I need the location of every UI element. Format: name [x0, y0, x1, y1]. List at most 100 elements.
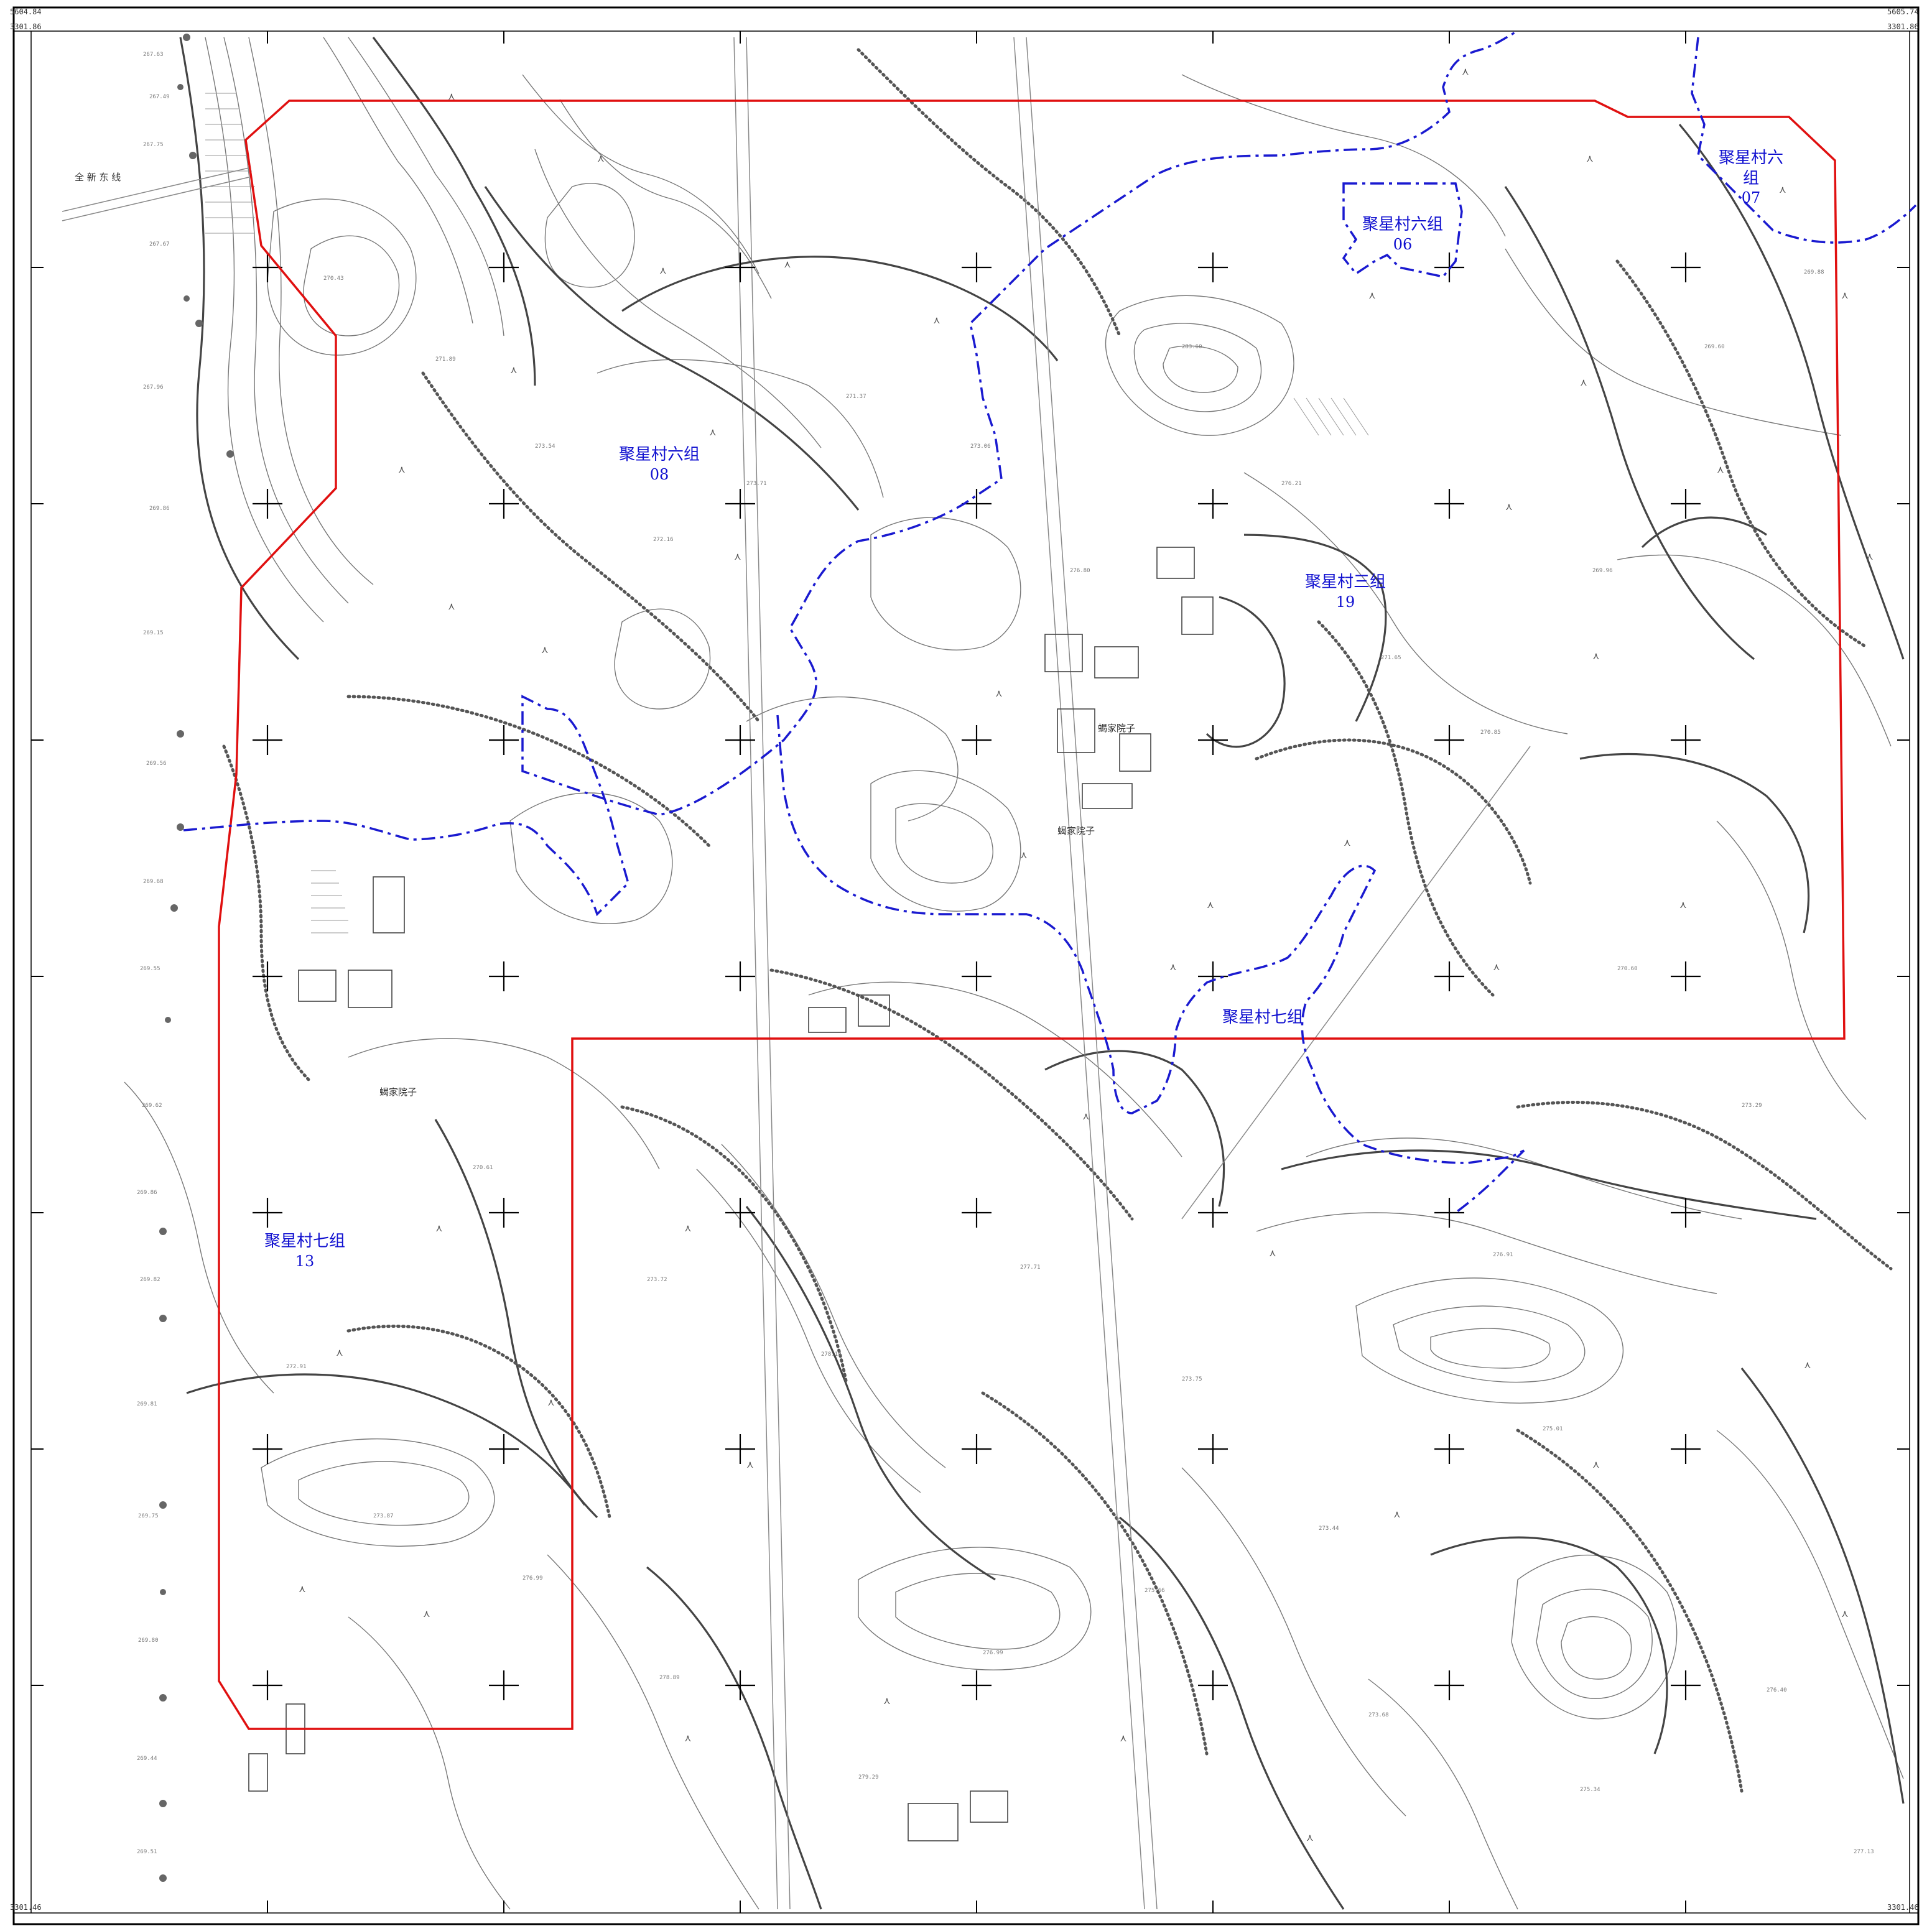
- svg-text:267.75: 267.75: [143, 142, 164, 148]
- region-code: 07: [1741, 189, 1761, 206]
- region-label: 聚星村六组 06: [1362, 215, 1443, 254]
- svg-text:⋏: ⋏: [1306, 1831, 1314, 1843]
- region-code: 08: [649, 465, 669, 483]
- svg-text:⋏: ⋏: [1841, 1608, 1849, 1619]
- svg-text:⋏: ⋏: [1679, 899, 1687, 910]
- svg-text:276.80: 276.80: [1070, 568, 1090, 574]
- svg-text:269.86: 269.86: [149, 506, 170, 512]
- svg-text:270.85: 270.85: [1480, 729, 1501, 736]
- svg-text:⋏: ⋏: [995, 687, 1003, 699]
- svg-text:⋏: ⋏: [336, 1346, 343, 1358]
- escarpment-lines: [222, 48, 1893, 1793]
- svg-text:278.89: 278.89: [659, 1675, 680, 1681]
- index-contour-lines: [179, 37, 1905, 1910]
- svg-text:⋏: ⋏: [659, 264, 667, 276]
- svg-text:⋏: ⋏: [1493, 961, 1500, 973]
- slope-hatching: [205, 93, 1369, 933]
- corner-top-right-x: 5605.74: [1887, 7, 1919, 16]
- svg-text:273.44: 273.44: [1319, 1526, 1339, 1532]
- svg-text:267.63: 267.63: [143, 52, 164, 58]
- svg-text:⋏: ⋏: [1368, 289, 1376, 301]
- svg-text:271.65: 271.65: [1381, 655, 1401, 661]
- svg-text:273.72: 273.72: [647, 1277, 667, 1283]
- svg-text:⋏: ⋏: [1082, 1110, 1090, 1122]
- region-code: 19: [1335, 593, 1355, 611]
- svg-text:273.75: 273.75: [1182, 1376, 1202, 1382]
- svg-text:269.60: 269.60: [1704, 344, 1725, 350]
- svg-text:⋏: ⋏: [684, 1732, 692, 1744]
- svg-text:278.19: 278.19: [821, 1351, 842, 1358]
- svg-text:⋏: ⋏: [1020, 849, 1028, 861]
- grid-crosses: [253, 252, 1701, 1700]
- svg-text:269.81: 269.81: [137, 1401, 157, 1407]
- svg-text:276.99: 276.99: [522, 1575, 543, 1581]
- svg-text:⋏: ⋏: [1120, 1732, 1127, 1744]
- svg-text:⋏: ⋏: [709, 426, 717, 438]
- svg-text:⋏: ⋏: [299, 1583, 306, 1595]
- svg-text:⋏: ⋏: [746, 1458, 754, 1470]
- svg-text:⋏: ⋏: [1779, 183, 1786, 195]
- spot-height-labels: 267.63 267.49 267.75 267.67 267.96 269.86 26…: [137, 52, 1874, 1855]
- svg-text:⋏: ⋏: [1586, 152, 1594, 164]
- svg-text:275.66: 275.66: [1145, 1588, 1165, 1594]
- svg-text:270.43: 270.43: [323, 276, 344, 282]
- corner-top-left-y: 3301.86: [10, 22, 42, 31]
- svg-text:269.75: 269.75: [138, 1513, 159, 1519]
- svg-text:⋏: ⋏: [1344, 836, 1351, 848]
- region-name: 聚星村六组: [1718, 149, 1783, 188]
- svg-text:⋏: ⋏: [1462, 65, 1469, 77]
- svg-text:273.29: 273.29: [1742, 1103, 1762, 1109]
- svg-text:269.82: 269.82: [140, 1277, 160, 1283]
- svg-text:⋏: ⋏: [1592, 1458, 1600, 1470]
- settlement-label: 蝎家院子: [379, 1086, 417, 1098]
- corner-top-left-x: 5604.84: [10, 7, 42, 16]
- svg-text:⋏: ⋏: [1592, 650, 1600, 662]
- svg-text:277.71: 277.71: [1020, 1264, 1041, 1271]
- svg-text:⋏: ⋏: [1169, 961, 1177, 973]
- svg-text:⋏: ⋏: [448, 90, 455, 102]
- svg-text:⋏: ⋏: [684, 1222, 692, 1234]
- svg-text:273.54: 273.54: [535, 443, 555, 450]
- svg-text:267.49: 267.49: [149, 94, 170, 100]
- region-name: 聚星村七组: [264, 1232, 345, 1251]
- road-name-label: 全 新 东 线: [75, 172, 121, 183]
- svg-text:269.68: 269.68: [143, 879, 164, 885]
- svg-text:273.87: 273.87: [373, 1513, 394, 1519]
- region-label: 聚星村七组 13: [261, 1231, 348, 1271]
- svg-text:272.91: 272.91: [286, 1364, 307, 1370]
- region-label: 聚星村七组: [1222, 1007, 1303, 1028]
- svg-text:269.80: 269.80: [138, 1637, 159, 1644]
- svg-text:⋏: ⋏: [784, 258, 791, 270]
- svg-text:⋏: ⋏: [510, 364, 518, 376]
- svg-text:272.16: 272.16: [653, 537, 674, 543]
- svg-text:⋏: ⋏: [933, 314, 940, 326]
- region-name: 聚星村七组: [1222, 1008, 1304, 1027]
- map-frame: [12, 6, 1920, 1925]
- region-label: 聚星村六组 07: [1714, 148, 1788, 207]
- elevation-points: [159, 34, 234, 1882]
- svg-text:⋏: ⋏: [547, 1396, 555, 1408]
- svg-text:269.56: 269.56: [146, 761, 167, 767]
- svg-text:276.40: 276.40: [1767, 1687, 1787, 1693]
- svg-text:269.86: 269.86: [137, 1190, 157, 1196]
- svg-text:276.91: 276.91: [1493, 1252, 1513, 1258]
- svg-text:⋏: ⋏: [1866, 550, 1874, 562]
- svg-text:269.88: 269.88: [1804, 269, 1824, 276]
- svg-text:269.55: 269.55: [140, 966, 160, 972]
- region-label: 聚星村三组 19: [1305, 572, 1386, 611]
- svg-text:⋏: ⋏: [1207, 899, 1214, 910]
- svg-text:275.34: 275.34: [1580, 1787, 1600, 1793]
- region-name: 聚星村六组: [619, 445, 700, 464]
- svg-text:270.60: 270.60: [1617, 966, 1638, 972]
- region-label: 聚星村六组 08: [619, 445, 700, 484]
- svg-text:⋏: ⋏: [1580, 376, 1587, 388]
- region-code: 06: [1393, 235, 1413, 253]
- border-ticks: [31, 31, 1910, 1913]
- svg-text:⋏: ⋏: [734, 550, 741, 562]
- region-name: 聚星村六组: [1362, 215, 1444, 234]
- svg-text:⋏: ⋏: [435, 1222, 443, 1234]
- blue-boundary-lines: [183, 30, 1917, 1214]
- svg-text:279.29: 279.29: [858, 1774, 879, 1781]
- svg-text:267.96: 267.96: [143, 384, 164, 391]
